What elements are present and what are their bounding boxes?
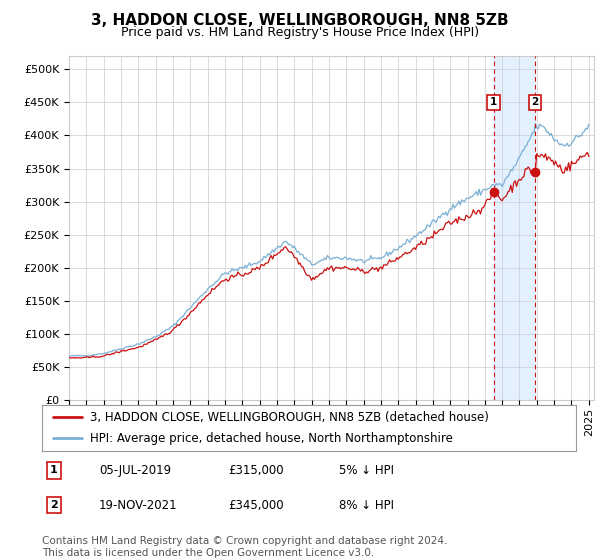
Text: 1: 1 (490, 97, 497, 108)
Text: 8% ↓ HPI: 8% ↓ HPI (339, 498, 394, 512)
Text: 3, HADDON CLOSE, WELLINGBOROUGH, NN8 5ZB: 3, HADDON CLOSE, WELLINGBOROUGH, NN8 5ZB (91, 13, 509, 28)
Text: £345,000: £345,000 (228, 498, 284, 512)
Text: Contains HM Land Registry data © Crown copyright and database right 2024.
This d: Contains HM Land Registry data © Crown c… (42, 536, 448, 558)
Text: 2: 2 (50, 500, 58, 510)
Text: 05-JUL-2019: 05-JUL-2019 (99, 464, 171, 477)
Text: £315,000: £315,000 (228, 464, 284, 477)
Text: 3, HADDON CLOSE, WELLINGBOROUGH, NN8 5ZB (detached house): 3, HADDON CLOSE, WELLINGBOROUGH, NN8 5ZB… (90, 411, 489, 424)
Text: 2: 2 (531, 97, 538, 108)
Text: 19-NOV-2021: 19-NOV-2021 (99, 498, 178, 512)
Text: 1: 1 (50, 465, 58, 475)
Text: HPI: Average price, detached house, North Northamptonshire: HPI: Average price, detached house, Nort… (90, 432, 453, 445)
Text: Price paid vs. HM Land Registry's House Price Index (HPI): Price paid vs. HM Land Registry's House … (121, 26, 479, 39)
Text: 5% ↓ HPI: 5% ↓ HPI (339, 464, 394, 477)
Bar (494, 56, 535, 400)
